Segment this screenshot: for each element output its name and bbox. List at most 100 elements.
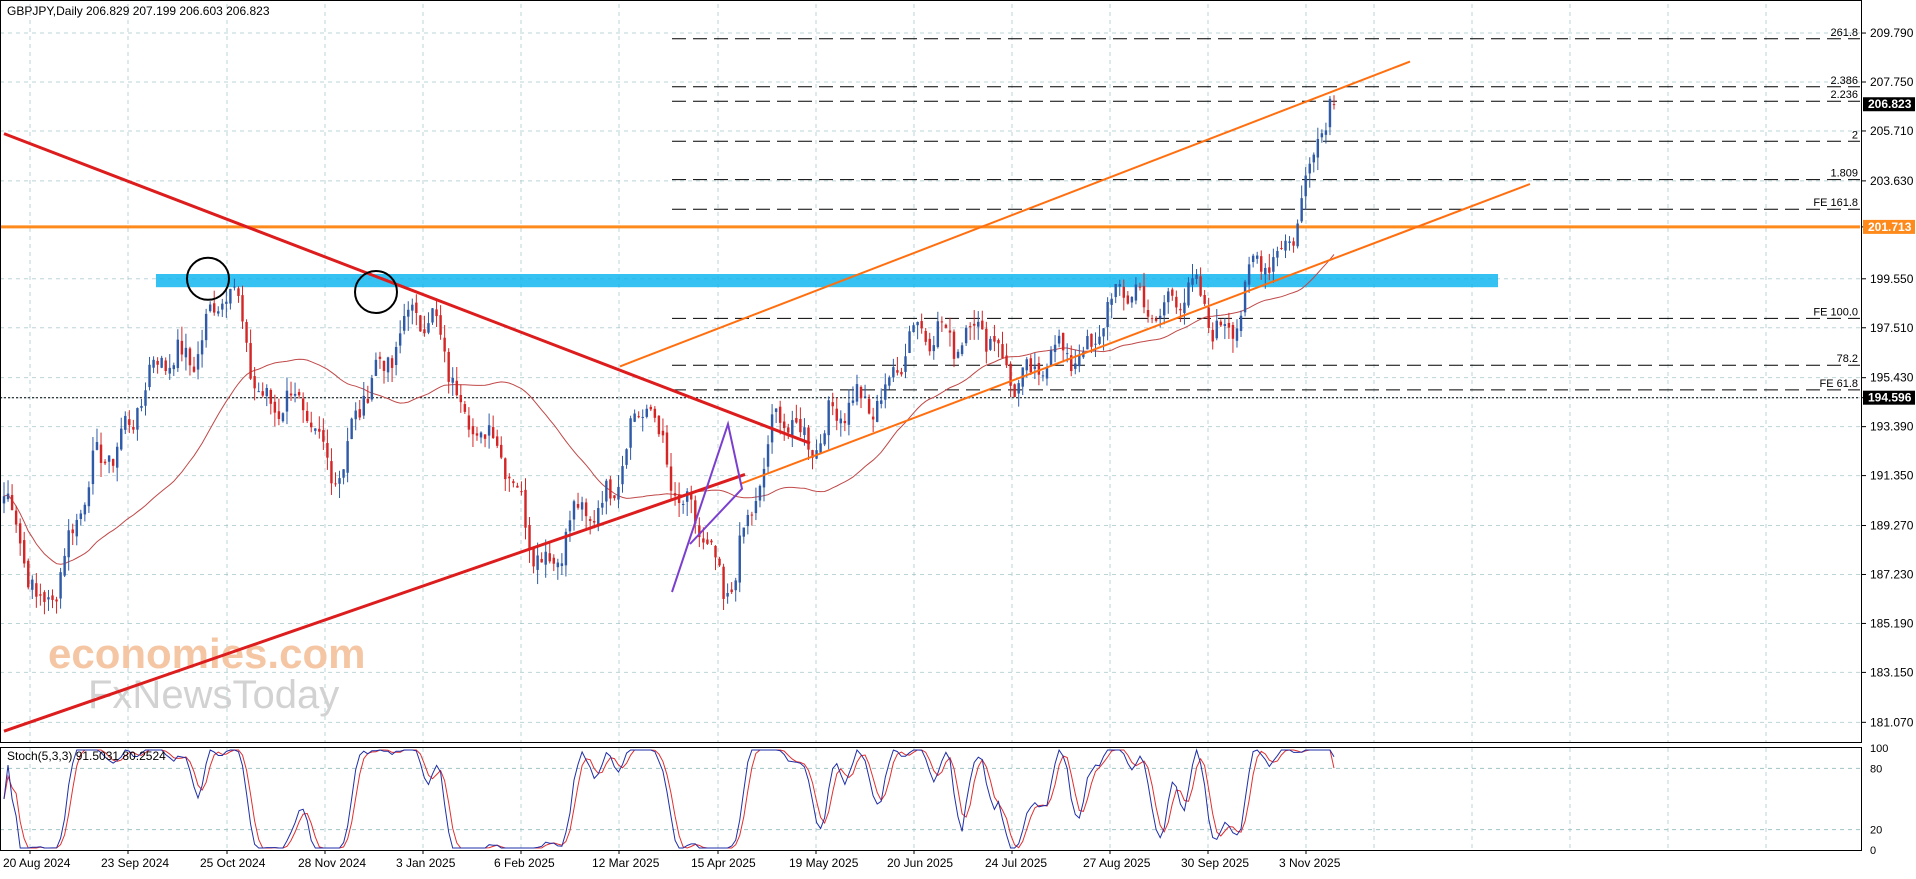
candle-body [378,356,382,359]
candle-body [1243,281,1247,313]
candle-body [625,449,628,465]
candle-body [803,427,806,435]
candle-body [1130,296,1134,303]
candle-body [1158,315,1162,318]
candle-body [1316,138,1320,158]
stoch-axis-label: 20 [1870,825,1882,837]
fib-level-label: 2.386 [1830,75,1858,87]
candle-body [896,370,899,373]
resistance-price-tag-bg [1863,219,1915,234]
candle-body [87,487,91,507]
trend-lines[interactable] [3,60,1531,733]
candle-body [229,288,232,304]
candle-body [208,304,212,312]
candle-body [694,500,697,524]
candle-body [487,425,491,436]
candle-body [908,331,911,353]
candle-body [289,393,293,396]
stoch-axis-label: 100 [1870,743,1888,755]
candle-body [1235,328,1239,341]
candle-body [27,560,30,588]
candle-body [245,321,248,343]
candle-body [495,436,499,446]
price-tick-label: 187.230 [1870,567,1914,581]
candle-body [936,321,940,347]
channel-lower-line [739,183,1531,485]
candle-body [924,330,927,342]
watermark-fxnewstoday-text: FxNewsToday [88,673,339,717]
candle-body [746,515,750,527]
candle-body [588,519,592,521]
candle-body [350,418,353,440]
candle-body [386,357,390,373]
candle-body [168,367,171,374]
candle-body [277,411,281,420]
candle-body [859,386,863,399]
candle-body [807,427,810,450]
candle-body [985,328,988,352]
candle-body [605,480,608,502]
channel-upper-line [619,60,1411,368]
candle-body [156,360,159,365]
candle-body [758,485,762,501]
candle-body [431,308,434,323]
candle-body [91,450,95,485]
candle-body [172,365,175,370]
candle-body [1183,302,1186,314]
candle-body [354,410,357,420]
candle-body [1187,282,1190,306]
candle-body [1163,302,1166,316]
price-tick-label: 189.270 [1870,519,1914,533]
candle-body [51,595,54,600]
moving-average [3,254,1335,565]
main-panel-frame [0,0,1862,743]
candle-body [1065,353,1069,355]
fib-level-label: 78.2 [1837,353,1858,365]
candle-body [568,520,572,532]
time-tick-label: 20 Jun 2025 [887,856,953,870]
candle-body [192,366,196,372]
candle-body [394,346,398,366]
current-price-tag-bg [1863,97,1915,112]
candle-body [1255,255,1259,259]
candle-body [1134,284,1138,301]
candle-body [718,558,721,566]
candle-body [754,500,758,514]
swing-high-circle-1 [186,256,230,301]
candle-body [540,558,543,563]
candle-body [560,563,564,566]
price-tick-label: 203.630 [1870,174,1914,188]
candle-body [75,519,78,537]
candle-body [1268,267,1271,273]
candle-body [847,402,851,425]
candle-body [851,400,855,403]
candle-body [504,458,507,480]
candle-body [455,380,458,396]
candle-body [734,580,737,591]
candle-body [880,400,883,404]
candle-body [225,301,228,304]
candle-body [685,491,689,502]
resistance-price-tag-text: 201.713 [1868,220,1912,234]
candle-body [956,351,960,358]
candle-body [791,420,794,436]
fib-level-label: 2 [1852,129,1858,141]
candle-body [827,400,830,436]
fib-level-label: FE 100.0 [1813,306,1858,318]
candle-body [374,359,378,376]
price-tick-label: 181.070 [1870,715,1914,729]
candle-body [1191,278,1194,285]
candle-body [1114,284,1117,298]
price-tick-label: 185.190 [1870,616,1914,630]
candle-body [124,415,127,430]
candle-body [1231,325,1235,339]
candle-body [160,357,163,368]
candle-body [1098,336,1101,344]
candle-body [285,390,289,412]
stochastic-panel: 100 80 20 0 [0,743,1888,857]
candle-body [293,393,297,396]
candle-body [115,446,119,468]
